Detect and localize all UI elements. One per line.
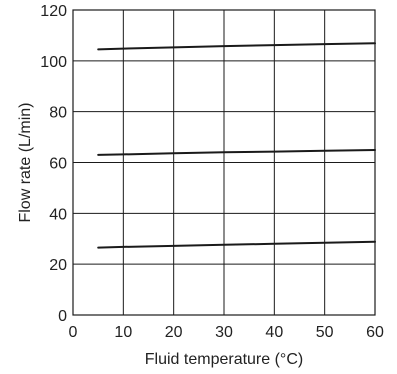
y-tick-label: 0 [58,308,67,325]
x-tick-labels: 0 10 20 30 40 50 60 [69,324,384,341]
y-axis-title: Flow rate (L/min) [17,102,34,222]
series-line-2 [97,149,376,156]
y-tick-label: 20 [49,257,67,274]
series-group [97,42,376,249]
y-tick-labels: 0 20 40 60 80 100 120 [40,3,67,325]
y-tick-label: 120 [40,3,67,20]
x-tick-label: 50 [316,324,334,341]
plot-frame [72,9,376,316]
y-tick-label: 60 [49,156,67,173]
x-tick-label: 60 [366,324,384,341]
x-tick-label: 20 [165,324,183,341]
x-tick-label: 30 [215,324,233,341]
series-line-1 [97,42,376,51]
series-line-3 [97,240,376,249]
grid [73,10,375,315]
x-tick-label: 40 [265,324,283,341]
y-tick-label: 100 [40,54,67,71]
y-tick-label: 40 [49,206,67,223]
x-tick-label: 0 [69,324,78,341]
x-tick-label: 10 [114,324,132,341]
x-axis-title: Fluid temperature (°C) [145,351,303,368]
y-tick-label: 80 [49,105,67,122]
